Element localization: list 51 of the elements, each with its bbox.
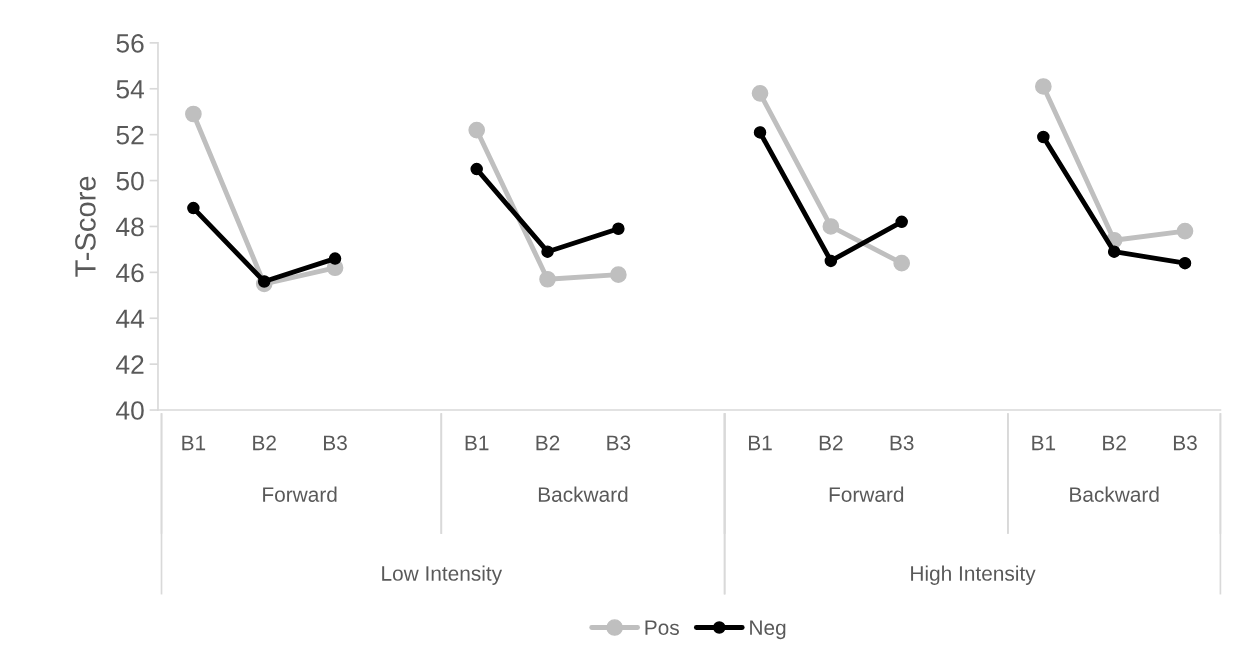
point (893, 254, 911, 272)
text: High Intensity (911, 565, 1036, 585)
y-tick-label: 52 (116, 125, 144, 145)
point (328, 252, 342, 265)
x-tick-label: B1 (1032, 435, 1056, 451)
text: Low Intensity (382, 565, 503, 585)
point (751, 85, 769, 102)
point (257, 275, 271, 288)
text: Backward (538, 486, 628, 502)
point (1178, 256, 1192, 270)
x-tick-label: B2 (819, 435, 843, 451)
x-tick-label: B3 (607, 435, 631, 451)
y-tick-label: 46 (116, 263, 144, 283)
point (187, 201, 200, 215)
legend-label: Neg (750, 620, 786, 640)
y-tick-label: 56 (116, 34, 144, 53)
point (539, 270, 556, 288)
x-tick-label: B2 (536, 435, 560, 451)
x-tick-label: B2 (1103, 435, 1126, 451)
y-tick-label: 54 (116, 80, 145, 99)
x-tick-label: B3 (324, 435, 347, 451)
x-tick-label: B3 (890, 435, 914, 451)
y-tick-label: 42 (116, 355, 144, 374)
y-tick-label: 48 (116, 217, 144, 237)
point (1037, 130, 1050, 144)
text: Forward (829, 486, 904, 502)
y-tick-label: 44 (116, 309, 145, 328)
point (612, 222, 625, 236)
point (753, 126, 767, 139)
y-tick-label: 40 (116, 401, 144, 420)
x-tick-label: B2 (253, 435, 276, 451)
text: Backward (1070, 486, 1159, 502)
point (470, 162, 483, 176)
point (541, 245, 554, 258)
point (895, 215, 908, 229)
point (468, 121, 486, 139)
text: Forward (263, 486, 337, 502)
legend-label: Pos (645, 620, 679, 636)
x-tick-label: B1 (182, 435, 206, 451)
y-tick-label: 50 (116, 171, 144, 191)
point (1176, 222, 1194, 240)
point (610, 266, 627, 283)
x-tick-label: B3 (1173, 435, 1197, 451)
point (1107, 245, 1121, 258)
x-tick-label: B1 (748, 435, 772, 451)
point (185, 105, 202, 123)
point (824, 254, 838, 268)
x-tick-label: B1 (465, 435, 489, 451)
point (822, 218, 840, 235)
y-axis-title: T-Score (75, 176, 96, 277)
point (1035, 78, 1052, 95)
